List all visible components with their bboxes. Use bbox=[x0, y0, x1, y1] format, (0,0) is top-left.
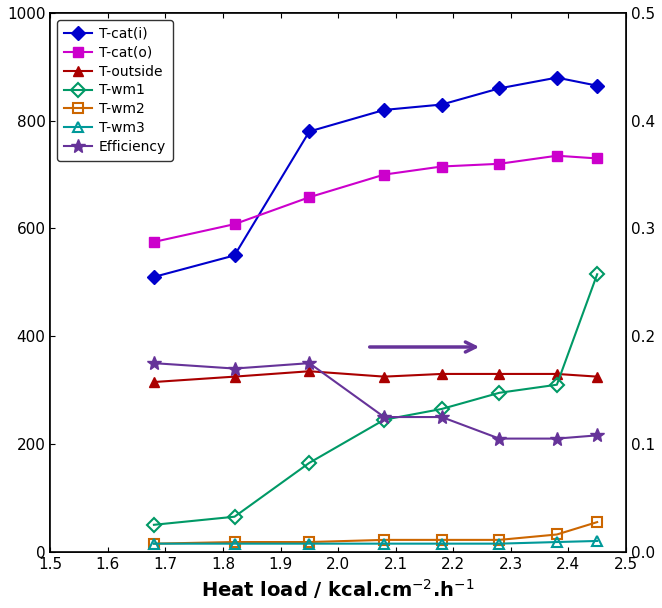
T-outside bbox=[553, 370, 561, 378]
Line: T-wm3: T-wm3 bbox=[149, 536, 602, 548]
T-wm3 bbox=[593, 537, 601, 545]
T-wm2 bbox=[305, 539, 313, 546]
Efficiency bbox=[593, 432, 601, 439]
Efficiency bbox=[495, 435, 503, 442]
T-wm1 bbox=[150, 521, 158, 528]
Efficiency bbox=[305, 359, 313, 367]
T-cat(o) bbox=[553, 152, 561, 159]
X-axis label: Heat load / kcal.cm$^{-2}$.h$^{-1}$: Heat load / kcal.cm$^{-2}$.h$^{-1}$ bbox=[201, 577, 475, 601]
T-outside bbox=[495, 370, 503, 378]
T-wm3 bbox=[380, 540, 388, 547]
T-wm2 bbox=[380, 536, 388, 544]
T-cat(i) bbox=[593, 82, 601, 89]
T-wm2 bbox=[150, 540, 158, 547]
Efficiency bbox=[553, 435, 561, 442]
T-cat(i) bbox=[305, 128, 313, 135]
Line: T-wm2: T-wm2 bbox=[149, 517, 602, 548]
Efficiency bbox=[150, 359, 158, 367]
T-cat(o) bbox=[380, 171, 388, 178]
T-outside bbox=[150, 378, 158, 385]
T-wm1 bbox=[438, 406, 446, 413]
T-cat(o) bbox=[230, 221, 238, 228]
T-wm2 bbox=[553, 531, 561, 538]
T-wm3 bbox=[150, 540, 158, 547]
Efficiency bbox=[380, 413, 388, 421]
T-outside bbox=[305, 368, 313, 375]
T-wm3 bbox=[305, 540, 313, 547]
T-wm1 bbox=[305, 459, 313, 466]
Line: T-outside: T-outside bbox=[149, 367, 602, 387]
T-outside bbox=[438, 370, 446, 378]
T-cat(o) bbox=[593, 155, 601, 162]
T-wm3 bbox=[495, 540, 503, 547]
T-wm1 bbox=[593, 271, 601, 278]
T-cat(o) bbox=[438, 163, 446, 170]
T-cat(i) bbox=[438, 101, 446, 108]
T-cat(o) bbox=[495, 160, 503, 167]
T-cat(i) bbox=[150, 274, 158, 281]
T-wm2 bbox=[495, 536, 503, 544]
T-wm1 bbox=[553, 381, 561, 389]
Line: T-cat(i): T-cat(i) bbox=[149, 73, 602, 282]
T-wm3 bbox=[438, 540, 446, 547]
Legend: T-cat(i), T-cat(o), T-outside, T-wm1, T-wm2, T-wm3, Efficiency: T-cat(i), T-cat(o), T-outside, T-wm1, T-… bbox=[57, 20, 173, 161]
T-wm1 bbox=[230, 513, 238, 520]
Line: Efficiency: Efficiency bbox=[147, 356, 604, 446]
Line: T-cat(o): T-cat(o) bbox=[149, 151, 602, 247]
Efficiency bbox=[230, 365, 238, 372]
T-cat(o) bbox=[305, 193, 313, 201]
T-cat(i) bbox=[495, 85, 503, 92]
T-outside bbox=[230, 373, 238, 380]
T-outside bbox=[380, 373, 388, 380]
T-wm3 bbox=[230, 540, 238, 547]
T-wm3 bbox=[553, 539, 561, 546]
T-outside bbox=[593, 373, 601, 380]
T-wm2 bbox=[230, 539, 238, 546]
T-wm1 bbox=[380, 416, 388, 423]
T-cat(o) bbox=[150, 238, 158, 246]
T-wm2 bbox=[593, 519, 601, 526]
T-wm1 bbox=[495, 389, 503, 396]
Efficiency bbox=[438, 413, 446, 421]
T-cat(i) bbox=[230, 252, 238, 259]
T-wm2 bbox=[438, 536, 446, 544]
Line: T-wm1: T-wm1 bbox=[149, 269, 602, 530]
T-cat(i) bbox=[380, 106, 388, 114]
T-cat(i) bbox=[553, 74, 561, 81]
